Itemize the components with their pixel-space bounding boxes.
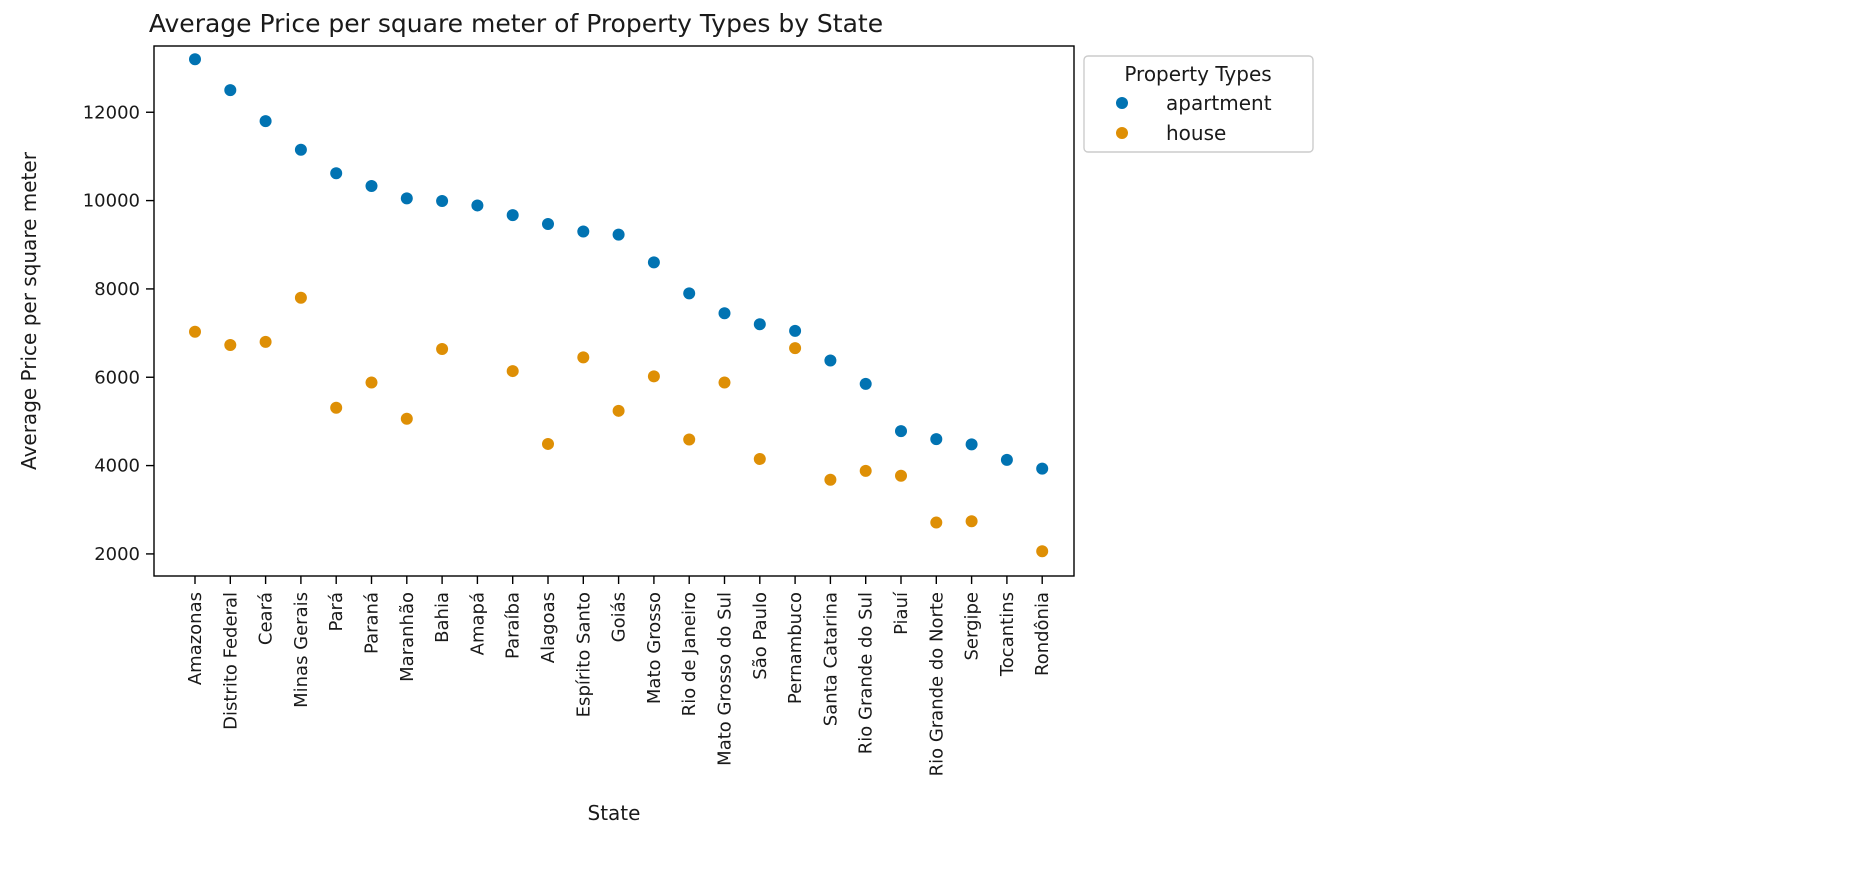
data-points	[189, 53, 1049, 558]
x-tick-label: Sergipe	[962, 592, 983, 661]
y-axis: 2000 4000 6000 8000 10000 12000	[83, 102, 154, 565]
point-apartment	[330, 167, 343, 180]
point-apartment	[683, 287, 696, 300]
point-apartment	[612, 228, 625, 241]
y-tick-label: 8000	[94, 279, 140, 300]
x-tick-label: Minas Gerais	[291, 592, 312, 708]
x-tick-label: Rio de Janeiro	[679, 592, 700, 716]
point-apartment	[1036, 462, 1049, 475]
x-tick-label: Amapá	[467, 592, 488, 655]
x-tick-label: Pará	[326, 592, 347, 632]
x-tick-label: Alagoas	[538, 592, 559, 663]
point-apartment	[224, 84, 237, 97]
point-house	[294, 291, 307, 304]
x-tick-label: Distrito Federal	[220, 592, 241, 730]
plot-area	[153, 45, 1075, 577]
x-tick-label: Bahia	[432, 592, 453, 643]
point-apartment	[365, 180, 378, 193]
chart-title: Average Price per square meter of Proper…	[149, 9, 883, 38]
point-apartment	[647, 256, 660, 269]
x-tick-label: Mato Grosso	[644, 592, 665, 704]
point-apartment	[259, 115, 272, 128]
x-tick-label: Rio Grande do Norte	[926, 592, 947, 776]
point-apartment	[189, 53, 201, 66]
x-tick-label: Paraná	[362, 592, 383, 654]
x-tick-label: Piauí	[891, 591, 912, 635]
point-apartment	[930, 433, 943, 446]
point-house	[259, 335, 272, 348]
y-axis-label: Average Price per square meter	[17, 151, 41, 470]
x-tick-label: Espírito Santo	[573, 592, 594, 717]
point-apartment	[859, 377, 872, 390]
point-apartment	[753, 318, 766, 331]
x-tick-label: Pernambuco	[785, 592, 806, 704]
point-apartment	[789, 324, 802, 337]
x-axis-label: State	[588, 801, 641, 825]
x-tick-label: Goiás	[609, 592, 630, 642]
point-apartment	[400, 192, 413, 205]
y-tick-label: 4000	[94, 456, 140, 477]
legend-label-house: house	[1166, 121, 1226, 145]
legend-box	[1083, 55, 1314, 153]
point-house	[542, 437, 554, 450]
point-house	[859, 464, 872, 477]
point-house	[965, 515, 978, 528]
point-house	[930, 516, 943, 529]
point-house	[753, 452, 766, 465]
legend-marker-house	[1116, 127, 1128, 139]
y-tick-label: 10000	[83, 191, 140, 212]
y-tick-label: 12000	[83, 102, 140, 123]
x-tick-label: Ceará	[256, 592, 277, 645]
point-apartment	[895, 425, 907, 438]
point-house	[365, 376, 378, 389]
x-tick-label: Santa Catarina	[820, 592, 841, 726]
x-tick-label: Rio Grande do Sul	[856, 592, 877, 754]
x-axis: Amazonas Distrito Federal Ceará Minas Gerai…	[185, 576, 1053, 776]
point-house	[612, 404, 625, 417]
point-house	[577, 351, 590, 364]
point-house	[330, 401, 343, 414]
x-tick-label: Mato Grosso do Sul	[715, 592, 736, 766]
point-apartment	[506, 209, 519, 222]
point-house	[436, 342, 449, 355]
point-house	[400, 412, 413, 425]
point-apartment	[577, 225, 590, 238]
legend: Property Types apartment house	[1083, 55, 1314, 153]
point-apartment	[1000, 453, 1013, 466]
legend-marker-apartment	[1116, 97, 1128, 109]
x-tick-label: Maranhão	[397, 592, 418, 682]
point-house	[789, 342, 802, 355]
point-house	[824, 473, 837, 486]
point-apartment	[824, 354, 837, 367]
legend-title: Property Types	[1124, 62, 1271, 86]
y-tick-label: 2000	[94, 544, 140, 565]
legend-label-apartment: apartment	[1166, 91, 1272, 115]
point-apartment	[542, 217, 554, 230]
point-apartment	[718, 307, 731, 320]
point-apartment	[436, 195, 449, 208]
point-house	[189, 325, 201, 338]
point-house	[718, 376, 731, 389]
point-house	[647, 370, 660, 383]
x-tick-label: Amazonas	[185, 592, 206, 685]
point-apartment	[294, 143, 307, 156]
y-tick-label: 6000	[94, 367, 140, 388]
x-tick-label: Paraíba	[503, 592, 524, 659]
point-house	[224, 339, 237, 352]
point-house	[683, 433, 696, 446]
x-tick-label: Tocantins	[997, 592, 1018, 677]
point-house	[506, 365, 519, 378]
point-house	[1036, 545, 1049, 558]
point-house	[895, 469, 907, 482]
point-apartment	[965, 438, 978, 451]
x-tick-label: Rondônia	[1032, 592, 1053, 676]
x-tick-label: São Paulo	[750, 592, 771, 680]
point-apartment	[471, 199, 484, 212]
